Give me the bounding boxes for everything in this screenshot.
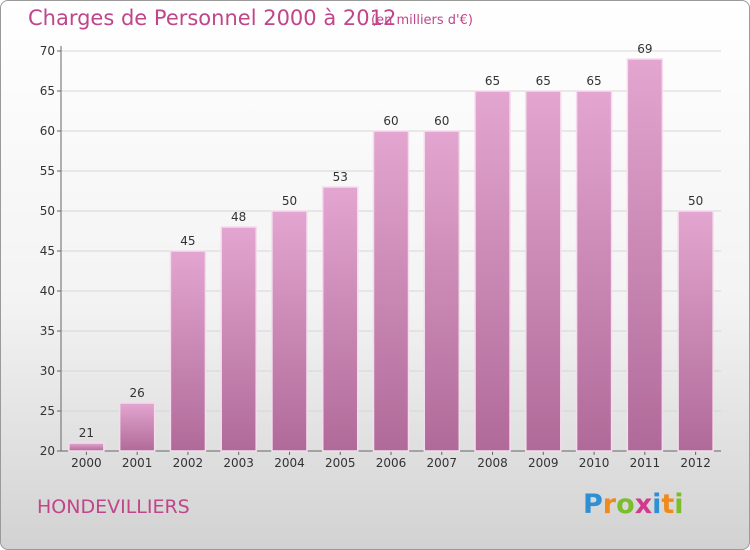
- data-label: 60: [383, 114, 398, 128]
- data-label: 53: [333, 170, 348, 184]
- bar: [220, 226, 257, 452]
- bars: [68, 58, 714, 452]
- x-tick-label: 2006: [376, 456, 407, 470]
- bar: [626, 58, 664, 452]
- y-tick-label: 70: [40, 44, 55, 58]
- x-tick-label: 2003: [223, 456, 254, 470]
- y-tick-label: 20: [40, 444, 55, 458]
- x-tick-label: 2012: [680, 456, 711, 470]
- bar: [118, 402, 156, 452]
- data-label: 65: [586, 74, 601, 88]
- x-tick-label: 2005: [325, 456, 356, 470]
- x-tick-label: 2007: [426, 456, 457, 470]
- bar: [68, 442, 105, 452]
- bar: [423, 130, 461, 452]
- y-tick-label: 25: [40, 404, 55, 418]
- data-label: 69: [637, 42, 652, 56]
- y-tick-label: 40: [40, 284, 55, 298]
- logo-letter: P: [583, 489, 603, 520]
- y-tick-label: 55: [40, 164, 55, 178]
- bar: [525, 90, 562, 452]
- bar: [677, 210, 714, 452]
- logo-letter: r: [602, 489, 617, 520]
- logo-letter: i: [674, 489, 684, 520]
- y-tick-label: 60: [40, 124, 55, 138]
- y-tick-label: 35: [40, 324, 55, 338]
- commune-name: HONDEVILLIERS: [37, 496, 190, 518]
- data-label: 50: [688, 194, 703, 208]
- chart-title: Charges de Personnel 2000 à 2012: [28, 6, 397, 30]
- y-tick-label: 65: [40, 84, 55, 98]
- bar: [321, 186, 359, 452]
- logo-letter: o: [616, 489, 635, 520]
- x-tick-label: 2000: [71, 456, 102, 470]
- data-label: 50: [282, 194, 297, 208]
- y-tick-label: 45: [40, 244, 55, 258]
- data-label: 60: [434, 114, 449, 128]
- bar: [271, 210, 308, 452]
- bar: [372, 130, 410, 452]
- x-tick-label: 2010: [579, 456, 610, 470]
- x-tick-label: 2008: [477, 456, 508, 470]
- logo-letter: i: [652, 489, 662, 520]
- logo-letter: x: [634, 489, 653, 520]
- bar: [575, 90, 613, 452]
- data-label: 65: [536, 74, 551, 88]
- y-tick-label: 30: [40, 364, 55, 378]
- proxiti-logo: Proxiti: [583, 489, 684, 520]
- data-label: 48: [231, 210, 246, 224]
- data-label: 26: [130, 386, 145, 400]
- logo-letter: t: [661, 489, 675, 520]
- labels: 20 25 30 35 40 45 50 55 60 65 70 21 2000 26 2001 45 2002…: [40, 42, 711, 470]
- chart-unit-subtitle: (en milliers d'€): [371, 13, 473, 28]
- x-tick-label: 2001: [122, 456, 153, 470]
- bar: [474, 90, 511, 452]
- x-tick-label: 2002: [173, 456, 204, 470]
- data-label: 45: [180, 234, 195, 248]
- data-label: 65: [485, 74, 500, 88]
- x-tick-label: 2004: [274, 456, 305, 470]
- data-label: 21: [79, 426, 94, 440]
- x-tick-label: 2011: [630, 456, 661, 470]
- y-tick-label: 50: [40, 204, 55, 218]
- bar: [169, 250, 207, 452]
- x-tick-label: 2009: [528, 456, 559, 470]
